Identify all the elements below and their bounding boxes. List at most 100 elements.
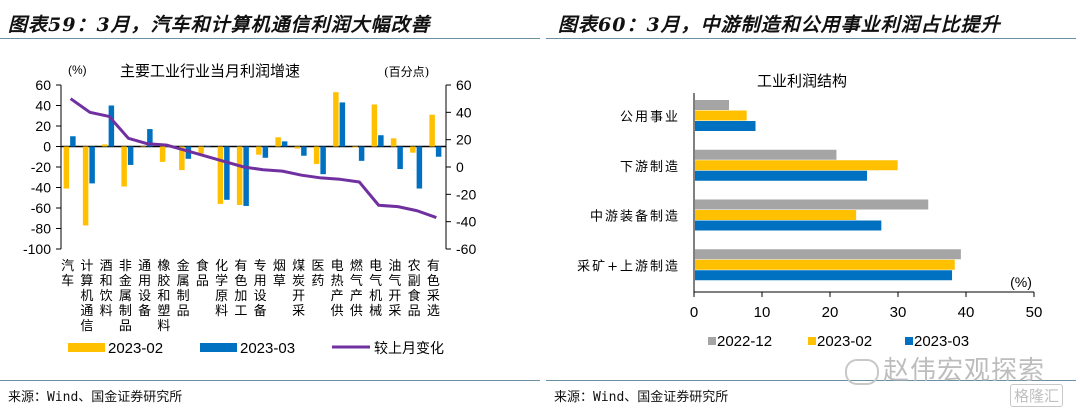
bar-2023-02 [198,146,204,154]
legend-label-mom: 较上月变化 [374,341,444,357]
profit-structure-chart: 工业利润结构 0 10 20 30 40 50 (%) 公用事业下游制造中游装备制造采矿+上游制… [577,72,1043,350]
x-category-label: 煤炭开采 [292,259,305,319]
bar-2023-03 [281,141,288,147]
bar-2023-03 [435,146,442,157]
bar-2022-12 [695,100,729,110]
right-y-tick-label: 20 [456,132,472,148]
bar-2023-02 [179,146,185,171]
legend-label-2023-03: 2023-03 [240,340,295,357]
bar-2023-03 [204,146,211,147]
legend-swatch-2023-02 [808,337,816,345]
bar-2023-02 [256,146,262,155]
bar-2023-02 [371,104,378,147]
bar-2023-02 [410,146,416,153]
bar-2023-02 [352,146,358,148]
bar-2023-03 [320,146,326,175]
bar-2023-03 [695,121,756,131]
legend-label-2023-02: 2023-02 [817,333,872,350]
right-axis-unit: (百分点) [384,65,429,79]
legend-label-2023-03: 2023-03 [914,333,969,350]
bar-2023-02 [121,146,127,187]
legend-swatch-2023-02 [68,343,105,352]
x-category-label: 酒和饮料 [100,259,113,319]
bar-2023-02 [140,146,147,147]
bar-2023-02 [695,160,898,171]
bar-2023-02 [159,146,166,162]
x-category-label: 农副食品 [408,259,421,319]
x-category-label: 燃气产供 [350,258,363,319]
bar-2023-02 [429,114,435,147]
y-category-label: 公用事业 [620,110,680,125]
x-category-label: 有色采选 [427,259,440,319]
right-y-tick-label: 0 [456,159,464,175]
x-category-label: 油气开采 [388,259,401,319]
left-y-tick-label: -80 [31,221,51,237]
bar-2023-03 [695,220,882,231]
bar-2023-02 [275,137,281,147]
bar-2022-12 [695,249,961,260]
right-source-note: 来源：Wind、国金证券研究所 [554,390,729,405]
bar-2023-03 [262,146,269,158]
legend-swatch-2023-03 [200,343,237,352]
right-y-tick-label: 60 [456,77,472,93]
x-category-label: 烟草 [273,259,286,289]
bar-2023-02 [313,146,320,164]
wechat-icon [845,358,879,385]
bar-2023-02 [294,146,301,149]
right-figure-panel: 图表60：3月，中游制造和公用事业利润占比提升 来源：Wind、国金证券研究所 [540,0,1080,413]
x-category-label: 电热产供 [331,259,344,319]
legend-label-2022-12: 2022-12 [717,333,772,350]
bar-2023-02 [236,146,243,205]
bar-2023-03 [243,146,249,206]
right-y-tick-label: -60 [456,241,476,257]
x-tick-label: 20 [822,304,839,321]
bar-2023-02 [333,92,339,147]
bar-2023-03 [416,146,423,189]
bar-2023-02 [63,146,70,189]
bar-2023-03 [358,146,365,161]
x-category-label: 食品 [196,258,209,289]
left-y-tick-label: -60 [31,200,51,216]
bar-2023-02 [695,210,857,220]
line-series-mom-change [69,97,437,219]
bar-2023-03 [70,136,76,147]
profit-growth-chart: 主要工业行业当月利润增速 (%) (百分点) 60 40 20 0 -20 -40 -60 -80 -… [23,62,476,357]
x-tick-label: 10 [754,304,771,321]
x-tick-label: 30 [890,304,907,321]
bar-2022-12 [695,199,929,210]
bar-2023-03 [378,135,384,147]
legend-swatch-2022-12 [708,337,716,345]
x-tick-label: 40 [958,304,975,321]
x-category-label: 橡胶和塑料 [157,259,170,334]
right-y-tick-label: 40 [456,104,472,120]
x-category-label: 医药 [311,259,324,289]
bar-2023-03 [147,129,153,147]
chart-title: 工业利润结构 [757,72,847,90]
watermark-text: 赵伟宏观探索 [883,356,1046,386]
left-figure-panel: 图表59：3月，汽车和计算机通信利润大幅改善 来源：Wind、国金证券研究所 [0,14,540,405]
right-y-tick-label: -20 [456,186,476,202]
bar-2022-12 [695,149,837,160]
bar-2023-02 [217,146,224,204]
bar-2023-03 [339,102,346,147]
bar-2023-02 [390,138,397,147]
right-y-tick-label: -40 [456,214,476,230]
x-category-label: 通用设备 [138,259,151,319]
y-category-label: 采矿+上游制造 [577,259,680,274]
bar-2023-03 [695,170,868,181]
chart-title: 主要工业行业当月利润增速 [120,62,300,80]
x-category-label: 汽车 [61,259,74,289]
bar-2023-02 [695,259,955,270]
bar-2023-02 [82,146,89,226]
right-figure-title: 图表60：3月，中游制造和公用事业利润占比提升 [558,14,1001,36]
y-category-label: 中游装备制造 [590,209,680,225]
x-category-label: 有色加工 [234,259,247,319]
bar-2023-03 [397,146,403,170]
left-y-tick-label: 20 [35,118,51,134]
x-category-label: 化学原料 [215,259,228,319]
bar-2023-03 [127,146,134,165]
x-tick-label: 50 [1026,304,1043,321]
right-bottom-divider [546,380,1076,381]
left-y-tick-label: -20 [31,159,51,175]
x-category-label: 非金属制品 [119,259,132,334]
